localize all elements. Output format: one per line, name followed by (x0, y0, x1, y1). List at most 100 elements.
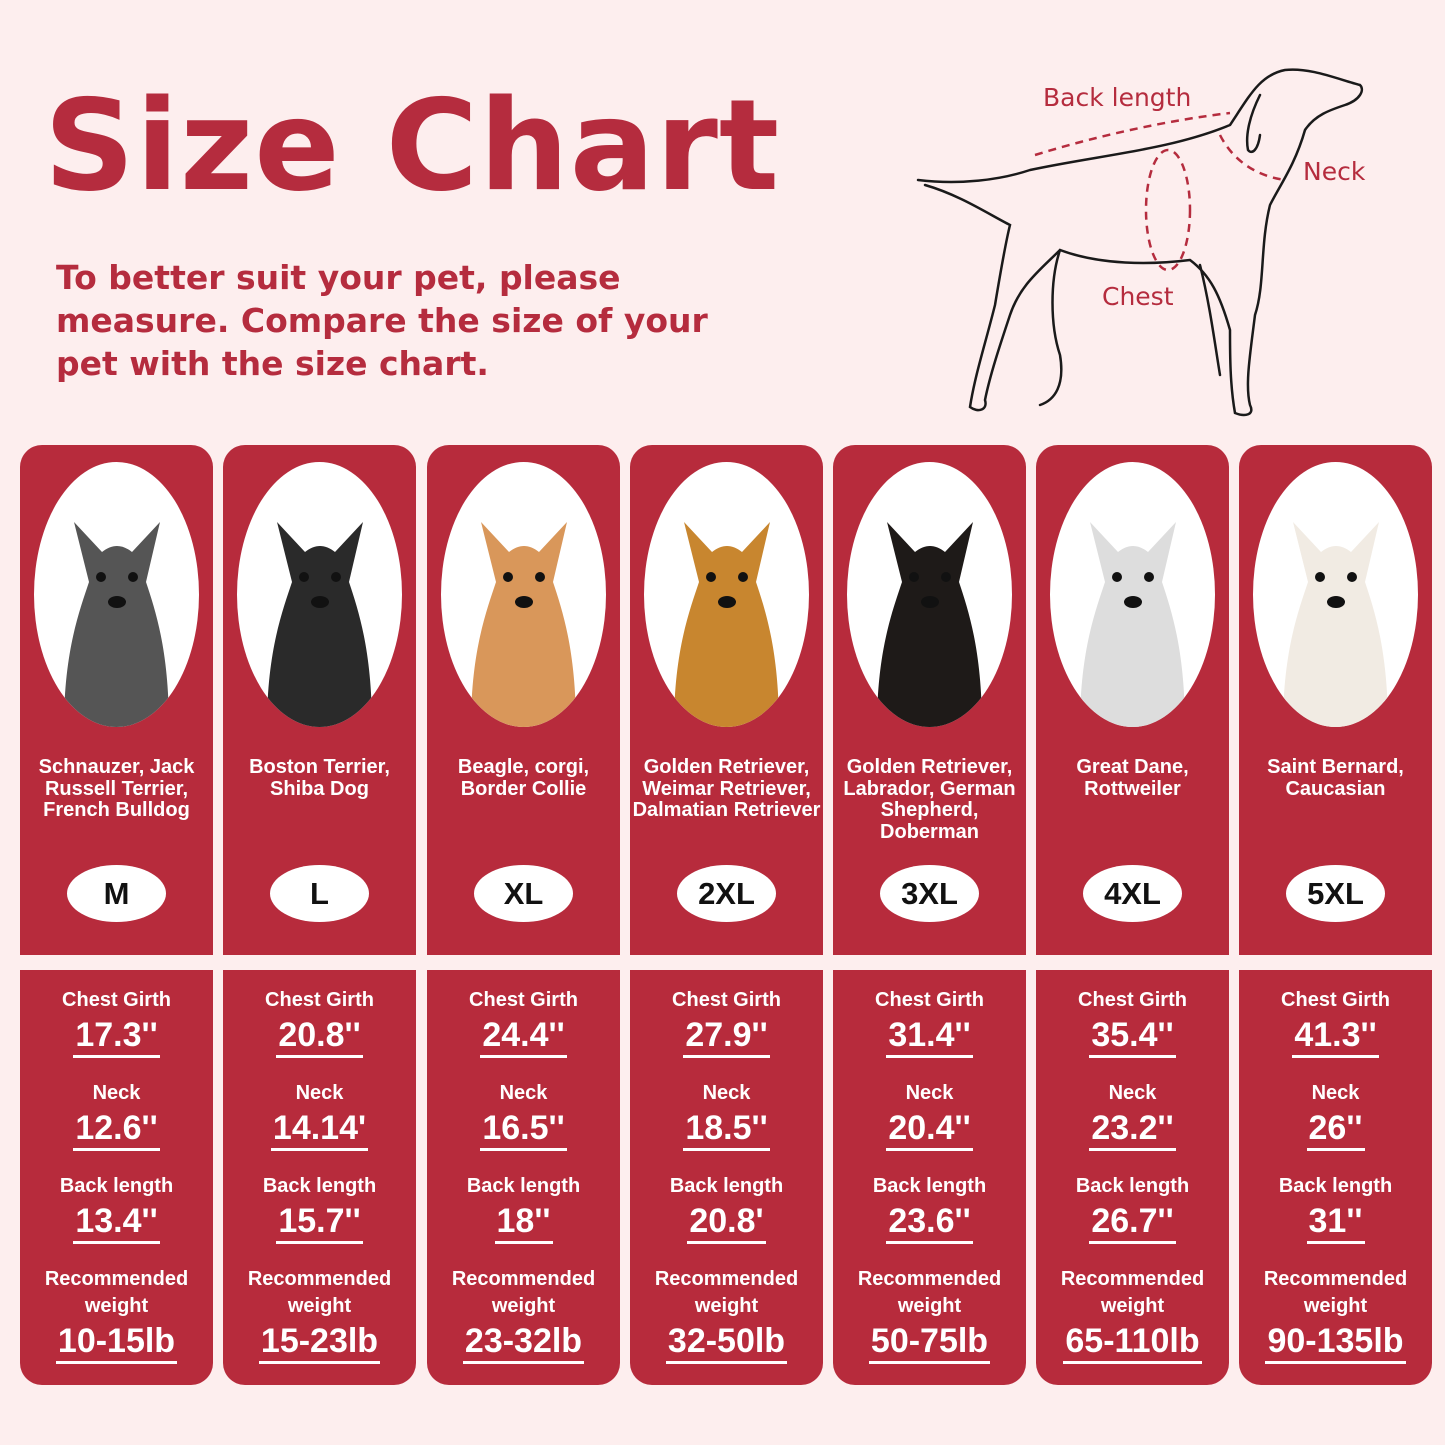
recommended-weight-label: Recommended weight (857, 1268, 1002, 1317)
dog-photo (1253, 462, 1418, 727)
size-card-m: Schnauzer, Jack Russell Terrier, French … (20, 445, 213, 955)
breed-list: Beagle, corgi, Border Collie (457, 756, 590, 800)
dog-icon (1080, 522, 1185, 727)
size-badge: 5XL (1286, 865, 1385, 922)
dog-photo (1050, 462, 1215, 727)
recommended-weight-label: Recommended weight (654, 1268, 799, 1317)
neck-label: Neck (702, 1082, 751, 1104)
back-length-label: Back length (59, 1175, 174, 1197)
size-badge: XL (474, 865, 573, 922)
dog-outline-icon (916, 68, 1364, 417)
measurements-card-2xl: Chest Girth 27.9'' Neck 18.5'' Back leng… (630, 970, 823, 1385)
size-badge: 4XL (1083, 865, 1182, 922)
recommended-weight-label: Recommended weight (1263, 1268, 1408, 1317)
chest-girth-label: Chest Girth (62, 989, 171, 1011)
dog-icon (471, 522, 576, 727)
back-length-value: 31'' (1306, 1202, 1365, 1244)
dog-icon (267, 522, 372, 727)
size-card-l: Boston Terrier, Shiba Dog L (223, 445, 416, 955)
back-length-label: Back length (466, 1175, 581, 1197)
page-title: Size Chart (44, 72, 781, 219)
size-badge: 2XL (677, 865, 776, 922)
neck-value: 14.14' (270, 1109, 369, 1151)
back-length-label: Back length (262, 1175, 377, 1197)
neck-label: Neck (1311, 1082, 1360, 1104)
chest-girth-value: 17.3'' (73, 1016, 160, 1058)
diagram-label-neck: Neck (1303, 157, 1366, 186)
size-badge: M (67, 865, 166, 922)
size-card-4xl: Great Dane, Rottweiler 4XL (1036, 445, 1229, 955)
dog-photo (644, 462, 809, 727)
diagram-label-chest: Chest (1102, 282, 1174, 311)
recommended-weight-value: 32-50lb (665, 1322, 788, 1364)
measurements-card-4xl: Chest Girth 35.4'' Neck 23.2'' Back leng… (1036, 970, 1229, 1385)
size-card-xl: Beagle, corgi, Border Collie XL (427, 445, 620, 955)
chest-girth-value: 35.4'' (1089, 1016, 1176, 1058)
back-length-label: Back length (872, 1175, 987, 1197)
recommended-weight-value: 23-32lb (462, 1322, 585, 1364)
breed-list: Schnauzer, Jack Russell Terrier, French … (38, 756, 195, 821)
measurements-card-m: Chest Girth 17.3'' Neck 12.6'' Back leng… (20, 970, 213, 1385)
dog-icon (1283, 522, 1388, 727)
breed-list: Golden Retriever, Labrador, German Sheph… (843, 756, 1016, 843)
neck-label: Neck (92, 1082, 141, 1104)
breed-list: Golden Retriever, Weimar Retriever, Dalm… (632, 756, 821, 821)
neck-label: Neck (295, 1082, 344, 1104)
chest-girth-label: Chest Girth (1078, 989, 1187, 1011)
dog-icon (674, 522, 779, 727)
breed-list: Great Dane, Rottweiler (1076, 756, 1189, 800)
breed-list: Boston Terrier, Shiba Dog (249, 756, 390, 800)
neck-label: Neck (499, 1082, 548, 1104)
recommended-weight-value: 90-135lb (1265, 1322, 1406, 1364)
recommended-weight-label: Recommended weight (247, 1268, 392, 1317)
back-length-label: Back length (1075, 1175, 1190, 1197)
dog-photo (847, 462, 1012, 727)
neck-value: 12.6'' (73, 1109, 160, 1151)
dog-photo (34, 462, 199, 727)
size-card-2xl: Golden Retriever, Weimar Retriever, Dalm… (630, 445, 823, 955)
dog-photo (441, 462, 606, 727)
dog-icon (877, 522, 982, 727)
recommended-weight-label: Recommended weight (44, 1268, 189, 1317)
measurements-card-5xl: Chest Girth 41.3'' Neck 26'' Back length… (1239, 970, 1432, 1385)
neck-value: 20.4'' (886, 1109, 973, 1151)
back-length-label: Back length (669, 1175, 784, 1197)
recommended-weight-value: 10-15lb (55, 1322, 178, 1364)
back-length-value: 20.8' (687, 1202, 766, 1244)
measurements-card-3xl: Chest Girth 31.4'' Neck 20.4'' Back leng… (833, 970, 1026, 1385)
dog-photo (237, 462, 402, 727)
chest-girth-label: Chest Girth (1281, 989, 1390, 1011)
back-length-label: Back length (1278, 1175, 1393, 1197)
neck-label: Neck (905, 1082, 954, 1104)
dog-measurement-diagram: Back length Neck Chest (900, 55, 1420, 435)
dog-icon (64, 522, 169, 727)
back-length-value: 13.4'' (73, 1202, 160, 1244)
back-length-value: 23.6'' (886, 1202, 973, 1244)
page-subtitle: To better suit your pet, please measure.… (56, 258, 708, 383)
measurements-card-xl: Chest Girth 24.4'' Neck 16.5'' Back leng… (427, 970, 620, 1385)
chest-girth-label: Chest Girth (469, 989, 578, 1011)
chest-girth-value: 31.4'' (886, 1016, 973, 1058)
chest-girth-label: Chest Girth (265, 989, 374, 1011)
chest-girth-value: 41.3'' (1292, 1016, 1379, 1058)
chest-girth-value: 20.8'' (276, 1016, 363, 1058)
recommended-weight-value: 65-110lb (1063, 1322, 1202, 1364)
chest-girth-value: 27.9'' (683, 1016, 770, 1058)
breed-list: Saint Bernard, Caucasian (1267, 756, 1404, 800)
recommended-weight-label: Recommended weight (451, 1268, 596, 1317)
neck-value: 16.5'' (480, 1109, 567, 1151)
recommended-weight-value: 15-23lb (258, 1322, 381, 1364)
diagram-label-back-length: Back length (1043, 83, 1192, 112)
neck-label: Neck (1108, 1082, 1157, 1104)
neck-value: 23.2'' (1089, 1109, 1176, 1151)
neck-value: 26'' (1306, 1109, 1365, 1151)
chest-girth-label: Chest Girth (672, 989, 781, 1011)
measurements-card-l: Chest Girth 20.8'' Neck 14.14' Back leng… (223, 970, 416, 1385)
size-badge: 3XL (880, 865, 979, 922)
recommended-weight-label: Recommended weight (1060, 1268, 1205, 1317)
back-length-value: 18'' (494, 1202, 553, 1244)
back-length-value: 15.7'' (276, 1202, 363, 1244)
size-card-3xl: Golden Retriever, Labrador, German Sheph… (833, 445, 1026, 955)
size-card-5xl: Saint Bernard, Caucasian 5XL (1239, 445, 1432, 955)
chest-girth-label: Chest Girth (875, 989, 984, 1011)
